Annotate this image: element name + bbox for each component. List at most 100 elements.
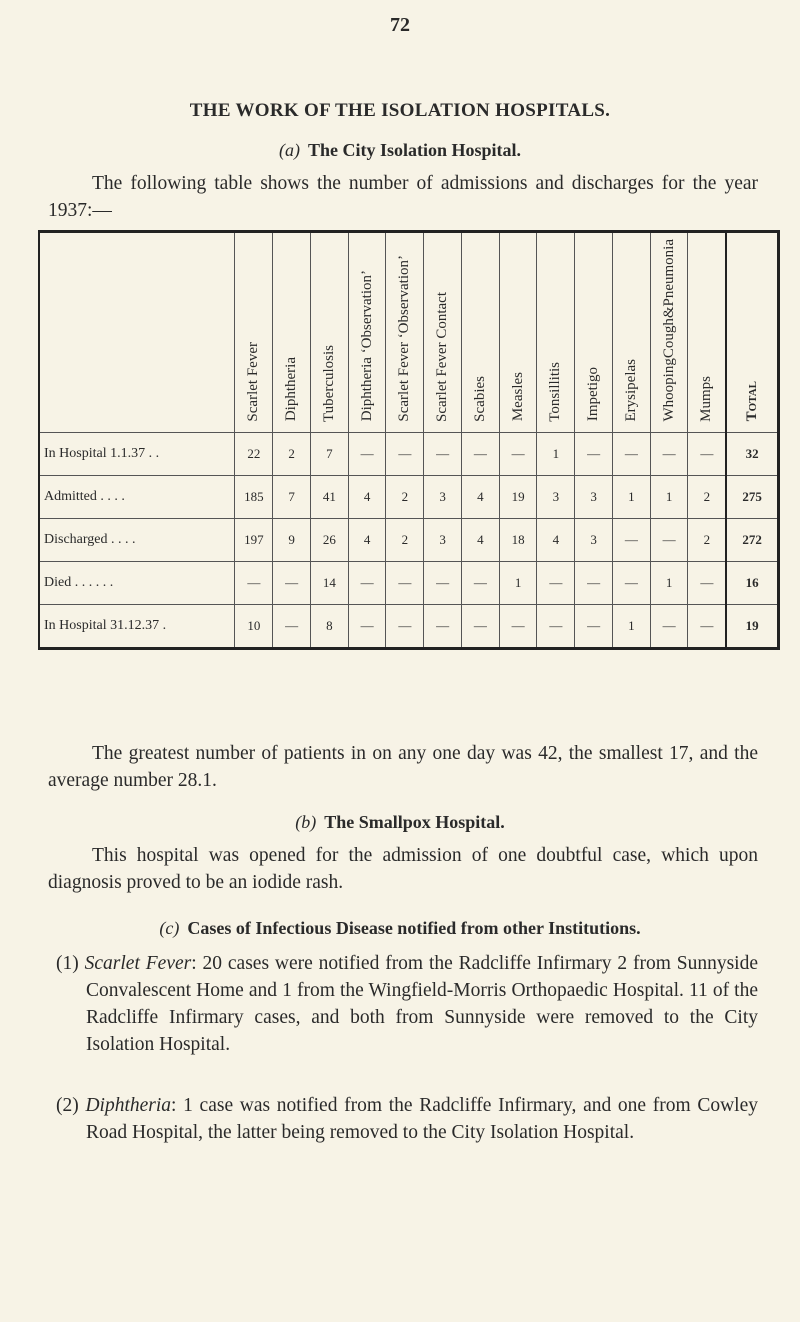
column-header-label: WhoopingCough&Pneumonia [660, 239, 677, 422]
value-cell: 197 [234, 517, 274, 562]
value-cell: — [536, 603, 576, 649]
value-cell: 4 [347, 474, 387, 519]
page-number: 72 [390, 14, 410, 36]
item-number: (1) [56, 953, 79, 974]
value-cell: — [574, 560, 613, 605]
column-header: Measles [498, 231, 538, 433]
value-cell: — [574, 603, 613, 649]
section-marker: (b) [295, 812, 317, 832]
value-cell: — [611, 560, 651, 605]
value-cell: — [611, 517, 651, 562]
section-title: The City Isolation Hospital. [307, 140, 522, 160]
column-header-label: Scarlet Fever ‘Observation’ [396, 254, 413, 422]
value-cell: — [385, 560, 425, 605]
row-label: Admitted . . . . [38, 474, 236, 519]
column-header-label: Diphtheria ‘Observation’ [358, 270, 375, 422]
row-label: Discharged . . . . [38, 517, 236, 562]
section-c-item-2: (2) Diphtheria: 1 case was notified from… [48, 1092, 758, 1146]
row-label: In Hospital 1.1.37 . . [38, 431, 236, 476]
value-cell: 4 [347, 517, 387, 562]
value-cell: — [347, 431, 387, 476]
value-cell: — [460, 603, 500, 649]
table-row: Discharged . . . . 197 9 26 4 2 3 4 18 4 3— —2 272 [38, 517, 780, 562]
value-cell: 19 [498, 474, 538, 519]
value-cell: 22 [234, 431, 274, 476]
value-cell: 26 [309, 517, 349, 562]
value-cell: — [649, 431, 689, 476]
admissions-table: Scarlet Fever Diphtheria Tuberculosis Dipht… [38, 230, 780, 650]
column-header-label: Tuberculosis [320, 344, 337, 422]
column-header: Scarlet Fever Contact [423, 231, 462, 433]
page-title: THE WORK OF THE ISOLATION HOSPITALS. [189, 100, 611, 121]
value-cell: 4 [536, 517, 576, 562]
column-header: Scarlet Fever ‘Observation’ [385, 231, 425, 433]
corner-cell [38, 231, 236, 433]
total-cell: 32 [725, 431, 780, 476]
value-cell: 2 [385, 474, 425, 519]
column-header-label: Scarlet Fever [245, 341, 262, 422]
total-cell: 16 [725, 560, 780, 605]
column-header: Scarlet Fever [234, 231, 274, 433]
value-cell: — [385, 603, 425, 649]
column-header: Scabies [460, 231, 500, 433]
value-cell: 3 [423, 474, 462, 519]
value-cell: — [649, 603, 689, 649]
row-label: Died . . . . . . [38, 560, 236, 605]
column-header: Impetigo [574, 231, 613, 433]
value-cell: — [460, 431, 500, 476]
value-cell: — [649, 517, 689, 562]
value-cell: — [536, 560, 576, 605]
column-header: Tonsillitis [536, 231, 576, 433]
item-term: Diphtheria [85, 1095, 172, 1116]
value-cell: 4 [460, 474, 500, 519]
value-cell: 1 [649, 474, 689, 519]
value-cell: 8 [309, 603, 349, 649]
column-header: Diphtheria [272, 231, 311, 433]
value-cell: — [423, 603, 462, 649]
table-row: Admitted . . . . 185 7 41 4 2 3 4 19 3 3 1 1 2 275 [38, 474, 780, 519]
value-cell: 41 [309, 474, 349, 519]
value-cell: 3 [536, 474, 576, 519]
value-cell: — [574, 431, 613, 476]
row-label: In Hospital 31.12.37 . [38, 603, 236, 649]
value-cell: — [385, 431, 425, 476]
table-row: Died . . . . . . — —14— — — —1— — —1—16 [38, 560, 780, 605]
column-header: Diphtheria ‘Observation’ [347, 231, 387, 433]
column-header: Total [725, 231, 780, 433]
value-cell: 2 [687, 474, 727, 519]
item-term: Scarlet Fever [84, 953, 192, 974]
value-cell: 1 [498, 560, 538, 605]
column-header-label: Erysipelas [622, 359, 639, 422]
column-header: Tuberculosis [309, 231, 349, 433]
value-cell: — [347, 560, 387, 605]
section-title: The Smallpox Hospital. [324, 812, 505, 832]
value-cell: — [687, 431, 727, 476]
value-cell: — [687, 603, 727, 649]
value-cell: 10 [234, 603, 274, 649]
value-cell: 4 [460, 517, 500, 562]
value-cell: — [423, 431, 462, 476]
section-c-heading: (c) Cases of Infectious Disease notified … [0, 918, 800, 939]
value-cell: — [498, 431, 538, 476]
value-cell: 14 [309, 560, 349, 605]
value-cell: — [460, 560, 500, 605]
section-b-heading: (b) The Smallpox Hospital. [0, 812, 800, 833]
column-header: WhoopingCough&Pneumonia [649, 231, 689, 433]
value-cell: — [272, 603, 311, 649]
column-header-label: Scabies [471, 375, 488, 422]
section-b-paragraph: This hospital was opened for the admissi… [48, 845, 758, 893]
column-header: Mumps [687, 231, 727, 433]
after-table-paragraph: The greatest number of patients in on an… [48, 743, 758, 791]
value-cell: 3 [574, 474, 613, 519]
value-cell: — [498, 603, 538, 649]
value-cell: 1 [611, 474, 651, 519]
value-cell: 1 [649, 560, 689, 605]
column-header-label: Diphtheria [283, 357, 300, 422]
total-cell: 272 [725, 517, 780, 562]
column-header: Erysipelas [611, 231, 651, 433]
value-cell: 1 [536, 431, 576, 476]
value-cell: — [234, 560, 274, 605]
column-header-label: Total [743, 381, 760, 422]
column-header-label: Tonsillitis [547, 361, 564, 422]
